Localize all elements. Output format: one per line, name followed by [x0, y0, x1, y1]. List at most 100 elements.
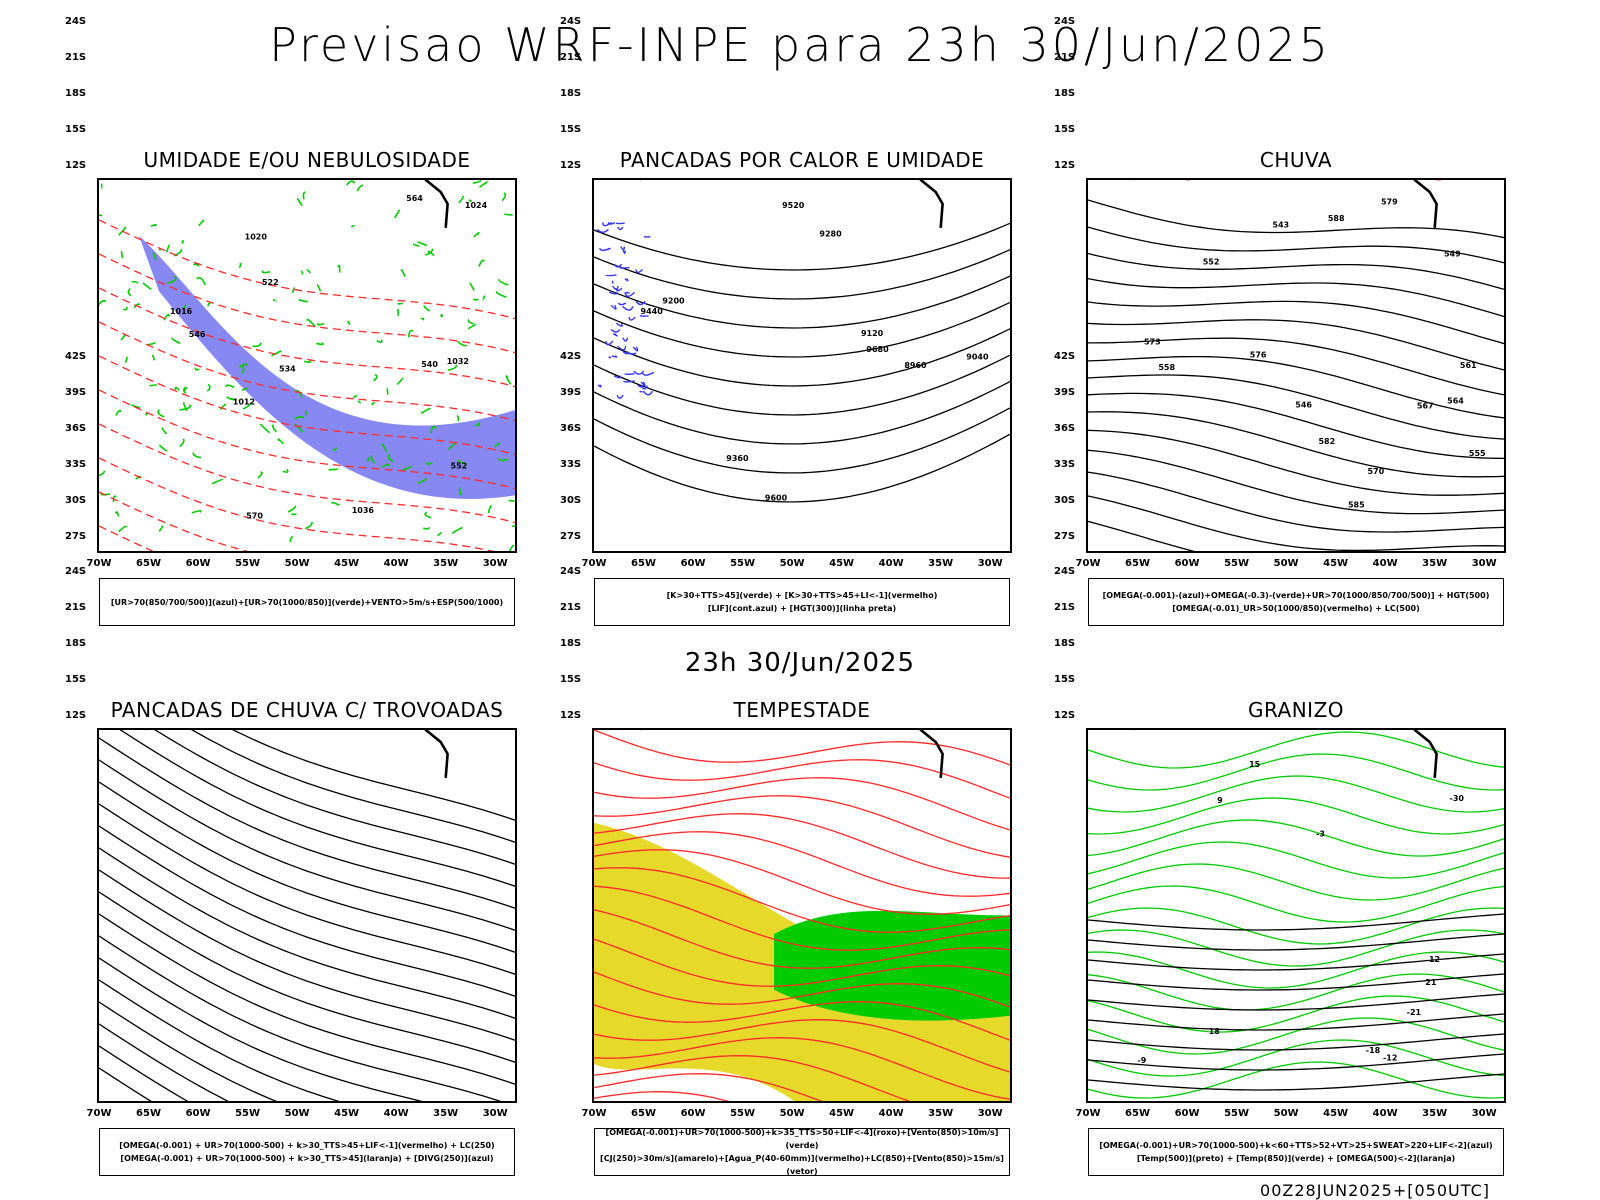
lon-tick-label: 50W [779, 558, 805, 569]
contour-line [467, 319, 474, 325]
panel-title: CHUVA [1259, 148, 1333, 172]
contour-line [596, 228, 609, 233]
lat-tick-label: 15S [1054, 674, 1076, 686]
contour-line [196, 276, 207, 286]
lat-tick-label: 39S [1054, 386, 1076, 398]
contour-line [163, 313, 170, 321]
lon-tick-label: 50W [284, 558, 310, 569]
contour-line [99, 781, 515, 953]
lon-tick-label: 50W [284, 1108, 310, 1119]
lon-tick-label: 40W [1372, 1108, 1398, 1119]
contour-line [142, 282, 152, 290]
lat-tick-label: 24S [65, 566, 87, 578]
panel-legend: [OMEGA(-0.001) + UR>70(1000-500) + k>30_… [99, 1128, 515, 1176]
contour-label: 21 [1425, 978, 1437, 987]
contour-line [641, 371, 655, 376]
contour-line [207, 302, 211, 307]
contour-label: 8960 [904, 361, 927, 370]
contour-label: 9040 [966, 353, 989, 362]
contour-line [114, 511, 120, 517]
contour-line [193, 263, 200, 267]
lon-tick-label: 30W [1471, 1108, 1497, 1119]
contour-line [616, 394, 624, 399]
contour-line [346, 180, 356, 186]
map-svg [99, 730, 515, 1101]
contour-line [386, 387, 389, 395]
contour-label: 1036 [352, 506, 375, 515]
map-area: -12 -9 -18 -21 -30 -3 12 15 18 21 9 [1086, 728, 1506, 1103]
contour-line [291, 287, 295, 294]
contour-line [261, 270, 271, 274]
contour-line [608, 356, 611, 359]
legend-line: [K>30+TTS>45](verde) + [K>30+TTS>45+LI<-… [666, 591, 938, 600]
lon-tick-label: 65W [1125, 558, 1150, 569]
contour-line [498, 278, 509, 286]
contour-line [300, 270, 304, 275]
lat-tick-label: 18S [1054, 638, 1076, 650]
contour-line [1088, 199, 1504, 239]
contour-line [617, 226, 624, 231]
contour-line [99, 1045, 189, 1101]
map-area: 9680 9600 9520 9440 9360 9280 9200 9120 9040 8960 [592, 178, 1012, 553]
contour-line [396, 377, 404, 385]
contour-line [241, 365, 245, 374]
contour-line [1088, 929, 1504, 967]
contour-line [1088, 392, 1504, 460]
contour-line [179, 438, 185, 448]
contour-line [226, 396, 237, 401]
contour-label: 540 [421, 360, 438, 369]
legend-line: [OMEGA(-0.001) + UR>70(1000-500) + k>30_… [120, 1154, 494, 1163]
contour-label: 582 [1318, 437, 1335, 446]
contour-line [124, 356, 129, 363]
contour-line [594, 328, 1010, 387]
lon-tick-label: 60W [1174, 558, 1200, 569]
lon-tick-label: 55W [730, 1108, 756, 1119]
panel-tempestade: TEMPESTADE [OMEGA(-0.001)+UR>70(1000-500… [560, 351, 1012, 1178]
panel-pancadas-calor: PANCADAS POR CALOR E UMIDADE 9680 9600 952… [560, 16, 1012, 628]
contour-line [171, 337, 181, 345]
contour-line [225, 384, 235, 388]
panel-legend: [OMEGA(-0.001)+UR>70(1000-500)+k<60+TTS>… [1088, 1128, 1504, 1176]
panel-trovoadas: PANCADAS DE CHUVA C/ TROVOADAS [OMEGA(-0… [65, 351, 517, 1178]
contour-line [296, 197, 303, 207]
contour-line [624, 278, 629, 282]
lon-tick-label: 55W [730, 558, 756, 569]
lon-tick-label: 40W [383, 1108, 409, 1119]
legend-line: [LIF](cont.azul) + [HGT(300)](linha pret… [707, 604, 897, 613]
contour-label: -12 [1383, 1054, 1397, 1063]
lat-tick-label: 15S [560, 124, 582, 136]
lat-tick-label: 15S [65, 124, 87, 136]
contour-line [303, 359, 312, 363]
map-area: 1016 1020 1024 1032 1036 570 564 552 546 540 534 52… [97, 178, 517, 553]
contour-line [451, 527, 463, 534]
contour-line [447, 364, 458, 372]
contour-line [635, 268, 644, 274]
contour-line [447, 442, 457, 451]
lat-tick-label: 36S [560, 422, 582, 434]
contour-label: 1020 [245, 232, 268, 241]
contour-line [632, 346, 639, 352]
contour-line [259, 423, 271, 434]
contour-line [613, 375, 621, 379]
lon-tick-label: 70W [581, 558, 607, 569]
contour-line [1088, 753, 1504, 791]
contour-line [99, 847, 515, 1019]
contour-line [282, 468, 289, 473]
contour-line [99, 803, 515, 975]
lon-tick-label: 45W [334, 558, 360, 569]
contour-line [594, 1091, 730, 1101]
contour-line [99, 470, 106, 476]
contour-line [179, 404, 192, 411]
contour-label: 9600 [765, 493, 788, 502]
contour-line [597, 384, 602, 388]
shaded-area [139, 235, 515, 499]
contour-line [337, 264, 341, 273]
contour-line [1088, 731, 1504, 769]
lon-tick-label: 35W [928, 1108, 954, 1119]
lat-tick-label: 12S [560, 710, 582, 722]
lon-tick-label: 40W [1372, 558, 1398, 569]
page-title: Previsao WRF-INPE para 23h 30/Jun/2025 [269, 18, 1331, 72]
lon-tick-label: 70W [86, 558, 112, 569]
panel-legend: [UR>70(850/700/500)](azul)+[UR>70(1000/8… [99, 578, 515, 626]
run-info: 00Z28JUN2025+[050UTC] [1260, 1181, 1490, 1200]
